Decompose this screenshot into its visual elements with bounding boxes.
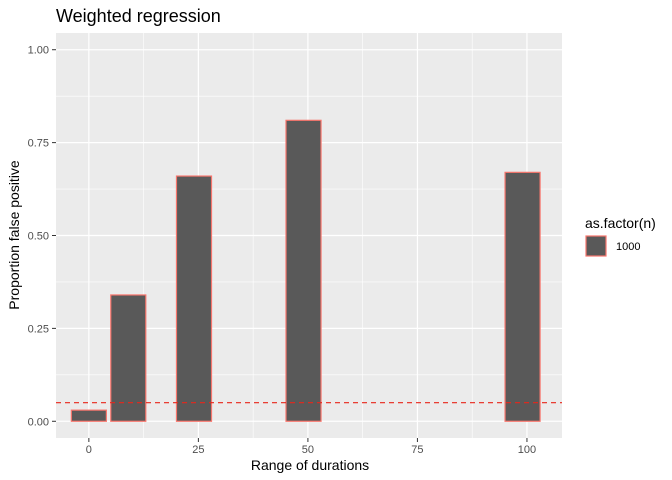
bar (110, 294, 147, 422)
x-axis: 0 25 50 75 100 (86, 438, 536, 456)
y-axis: 0.00 0.25 0.50 0.75 1.00 (28, 45, 56, 428)
y-tick-label: 0.75 (28, 138, 49, 150)
bar (285, 119, 322, 422)
x-axis-title: Range of durations (251, 457, 369, 473)
x-tick-label: 100 (518, 444, 536, 456)
y-tick-label: 1.00 (28, 45, 49, 57)
legend-label: 1000 (616, 241, 640, 253)
legend-title: as.factor(n) (585, 215, 656, 231)
y-axis-title: Proportion false positive (6, 160, 22, 310)
x-tick-label: 75 (411, 444, 423, 456)
y-tick-label: 0.25 (28, 323, 49, 335)
legend-swatch (585, 235, 607, 257)
bars (70, 119, 541, 422)
x-tick-label: 0 (86, 444, 92, 456)
x-tick-label: 25 (192, 444, 204, 456)
x-tick-label: 50 (302, 444, 314, 456)
y-tick-label: 0.50 (28, 231, 49, 243)
legend: as.factor(n) 1000 (585, 215, 656, 257)
chart-title: Weighted regression (56, 6, 221, 26)
bar (175, 175, 213, 422)
y-tick-label: 0.00 (28, 416, 49, 428)
bar (504, 171, 541, 422)
bar (70, 409, 107, 422)
